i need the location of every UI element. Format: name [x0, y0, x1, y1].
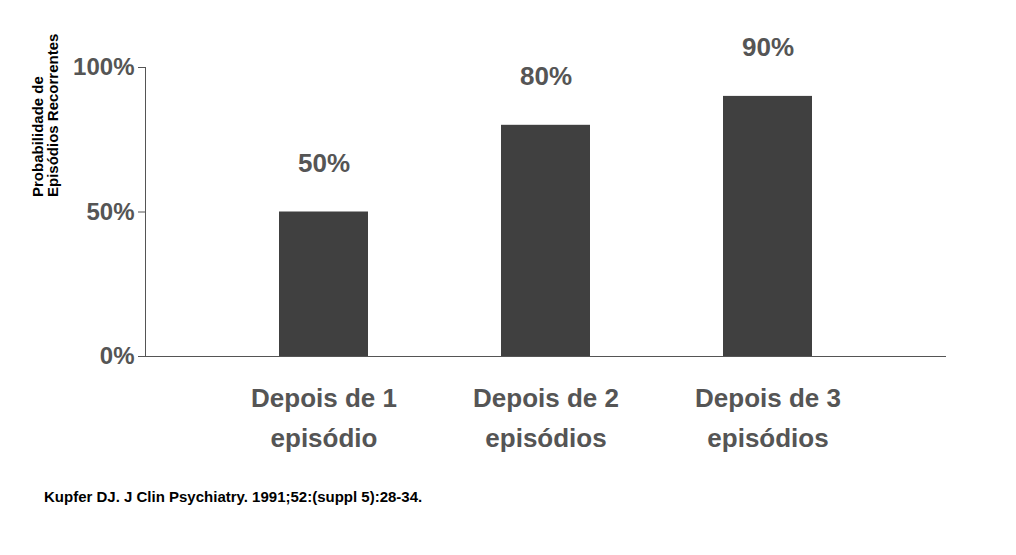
svg-text:80%: 80% — [520, 61, 572, 91]
svg-text:90%: 90% — [742, 32, 794, 62]
svg-text:Probabilidade deEpisódios Reco: Probabilidade deEpisódios Recorrentes — [29, 34, 61, 197]
svg-text:100%: 100% — [73, 53, 134, 80]
html-text:Kupfer DJ. J Clin Psychiatry.: Kupfer DJ. J Clin Psychiatry. 1991;52:(s… — [44, 488, 423, 505]
svg-text:Depois de 1episódio: Depois de 1episódio — [251, 383, 397, 453]
svg-text:50%: 50% — [298, 148, 350, 178]
svg-text:0%: 0% — [100, 342, 135, 369]
svg-text:Depois de 3episódios: Depois de 3episódios — [695, 383, 841, 453]
svg-text:50%: 50% — [86, 198, 134, 225]
svg-text:Depois de 2episódios: Depois de 2episódios — [473, 383, 619, 453]
